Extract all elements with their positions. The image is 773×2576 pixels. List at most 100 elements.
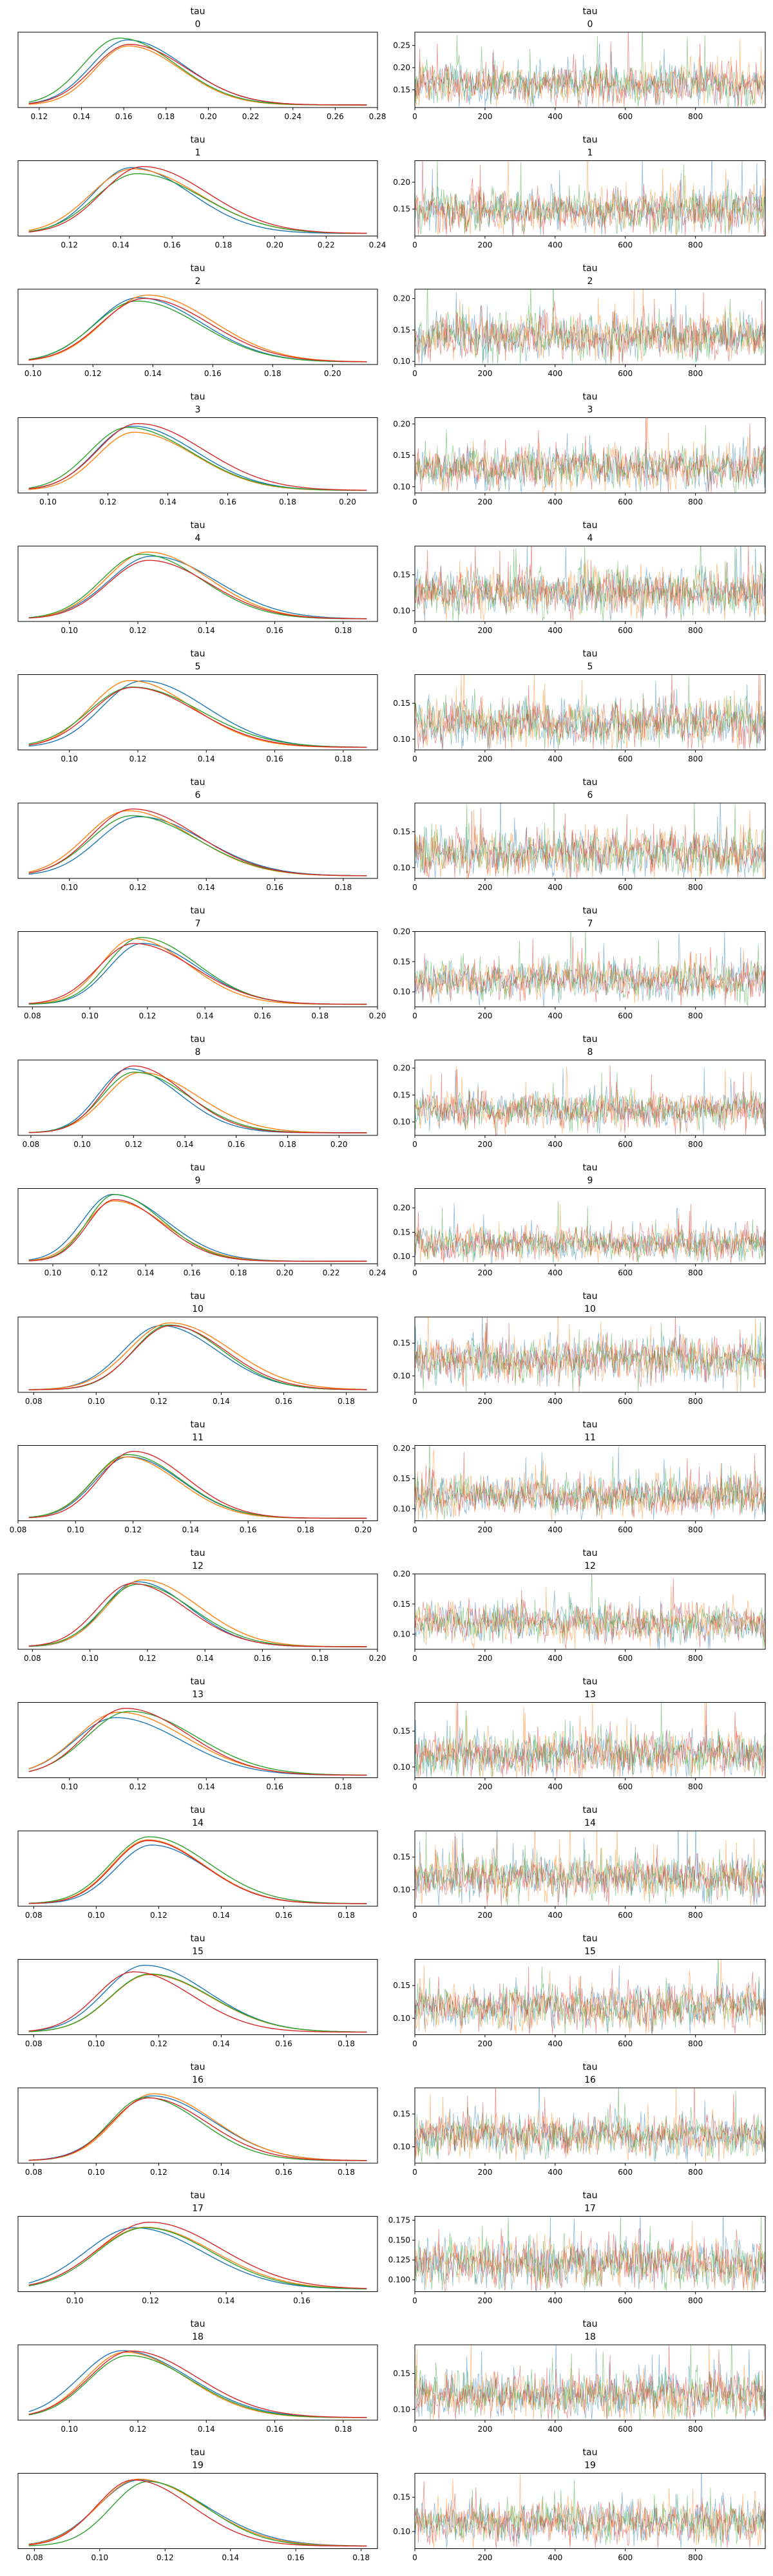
x-tick-label: 0.12 (91, 1269, 108, 1278)
panel-title-index: 18 (584, 2332, 596, 2342)
x-tick-label: 0.10 (61, 755, 78, 764)
x-tick-label: 0.16 (266, 2425, 283, 2434)
density-panel-9: tau 9 0.10 0.12 0.14 0.16 0.18 0.20 0.22 0.24 (17, 1163, 386, 1278)
trace-line-chain-0 (415, 1317, 765, 1390)
x-tick-label: 200 (477, 2297, 492, 2306)
axes-frame (414, 1702, 766, 1778)
axes-frame (17, 545, 378, 622)
density-curve-chain-2 (28, 2097, 367, 2161)
panel-title-variable: tau (583, 520, 598, 531)
density-curve-chain-2 (28, 1973, 367, 2032)
x-tick-label: 0.16 (184, 1269, 201, 1278)
density-curve-chain-3 (28, 44, 367, 106)
x-tick-label: 0.14 (196, 1654, 214, 1663)
panel-title-index: 7 (587, 919, 593, 929)
density-panel-1: tau 1 0.12 0.14 0.16 0.18 0.20 0.22 0.24 (17, 135, 386, 250)
x-tick-label: 0 (412, 2297, 417, 2306)
panel-title-index: 12 (584, 1561, 596, 1571)
x-tick-label: 0.12 (84, 369, 102, 378)
x-tick-label: 0.18 (334, 626, 352, 635)
x-tick-label: 0.24 (369, 241, 386, 250)
y-tick-label: 0.15 (393, 2110, 410, 2119)
trace-panel-16: tau 16 0 200 400 600 800 0.10 0.15 (393, 2062, 766, 2177)
density-curve-chain-1 (28, 551, 367, 620)
x-tick-label: 0.16 (254, 1012, 271, 1021)
x-tick-label: 0 (412, 2168, 417, 2177)
axes-frame (414, 1316, 766, 1393)
x-tick-label: 0.16 (293, 2297, 310, 2306)
axes-frame (414, 32, 766, 108)
y-tick-label: 0.15 (393, 1600, 410, 1609)
x-tick-label: 0.14 (218, 2297, 235, 2306)
density-curve-chain-2 (28, 2354, 367, 2418)
y-tick-label: 0.100 (388, 2275, 410, 2284)
panel-title-variable: tau (191, 1677, 205, 1687)
x-tick-label: 0 (412, 241, 417, 250)
x-tick-label: 200 (477, 1911, 492, 1920)
trace-line-chain-2 (415, 2479, 765, 2548)
trace-line-chain-3 (415, 417, 765, 493)
panel-title-index: 6 (195, 790, 201, 800)
x-tick-label: 0.08 (25, 2168, 43, 2177)
density-curve-chain-1 (28, 1322, 367, 1390)
y-tick-label: 0.20 (393, 63, 410, 72)
density-panel-7: tau 7 0.08 0.10 0.12 0.14 0.16 0.18 0.20 (17, 906, 386, 1021)
trace-line-chain-3 (415, 2088, 765, 2162)
x-tick-label: 0.10 (61, 1783, 78, 1792)
x-tick-label: 0.14 (213, 2168, 230, 2177)
trace-line-chain-3 (415, 2345, 765, 2420)
panel-title-variable: tau (191, 1163, 205, 1173)
panel-title-variable: tau (191, 1420, 205, 1430)
x-tick-label: 0.16 (164, 241, 181, 250)
density-curve-chain-1 (28, 680, 367, 748)
density-panel-19: tau 19 0.08 0.10 0.12 0.14 0.16 0.18 (17, 2448, 378, 2562)
axes-frame (17, 32, 378, 108)
x-tick-label: 600 (618, 1012, 633, 1021)
x-tick-label: 0 (412, 2553, 417, 2562)
density-curve-chain-3 (28, 1325, 367, 1390)
panel-title-index: 10 (584, 1304, 596, 1314)
x-tick-label: 600 (618, 1526, 633, 1535)
axes-frame (17, 2087, 378, 2164)
density-curve-chain-1 (28, 1456, 367, 1519)
x-tick-label: 0.10 (88, 1911, 105, 1920)
panel-title-index: 16 (192, 2075, 204, 2085)
x-tick-label: 0.16 (275, 1397, 292, 1406)
trace-panel-11: tau 11 0 200 400 600 800 0.10 0.15 0.20 (393, 1420, 766, 1535)
x-tick-label: 0.12 (30, 112, 48, 121)
trace-line-chain-3 (415, 546, 765, 621)
y-tick-label: 0.10 (393, 482, 410, 491)
x-tick-label: 600 (618, 2297, 633, 2306)
y-tick-label: 0.10 (393, 1372, 410, 1381)
trace-line-chain-1 (415, 2474, 765, 2548)
trace-line-chain-2 (415, 1322, 765, 1392)
x-tick-label: 0.10 (44, 1269, 62, 1278)
x-tick-label: 600 (618, 241, 633, 250)
axes-frame (17, 931, 378, 1007)
x-tick-label: 0 (412, 112, 417, 121)
panel-title-index: 13 (584, 1690, 596, 1700)
density-curve-chain-0 (28, 1194, 367, 1262)
y-tick-label: 0.15 (393, 85, 410, 94)
x-tick-label: 0 (412, 2040, 417, 2049)
x-tick-label: 800 (688, 1397, 703, 1406)
panel-title-variable: tau (583, 1934, 598, 1944)
x-tick-label: 0.18 (338, 1397, 355, 1406)
y-tick-label: 0.175 (388, 2216, 410, 2225)
x-tick-label: 200 (477, 1269, 492, 1278)
y-tick-label: 0.20 (393, 1444, 410, 1453)
x-tick-label: 0.16 (254, 1654, 271, 1663)
density-curve-chain-0 (28, 297, 367, 363)
x-tick-label: 0.12 (150, 2040, 167, 2049)
y-tick-label: 0.10 (393, 606, 410, 615)
trace-panel-6: tau 6 0 200 400 600 800 0.10 0.15 (393, 777, 766, 892)
x-tick-label: 200 (477, 755, 492, 764)
x-tick-label: 200 (477, 1783, 492, 1792)
density-curve-chain-3 (28, 166, 367, 234)
panel-title-index: 2 (587, 276, 593, 287)
x-tick-label: 0.08 (10, 1526, 27, 1535)
trace-line-chain-3 (415, 2228, 765, 2291)
trace-line-chain-3 (415, 160, 765, 236)
y-tick-label: 0.15 (393, 1474, 410, 1483)
x-tick-label: 0 (412, 883, 417, 892)
